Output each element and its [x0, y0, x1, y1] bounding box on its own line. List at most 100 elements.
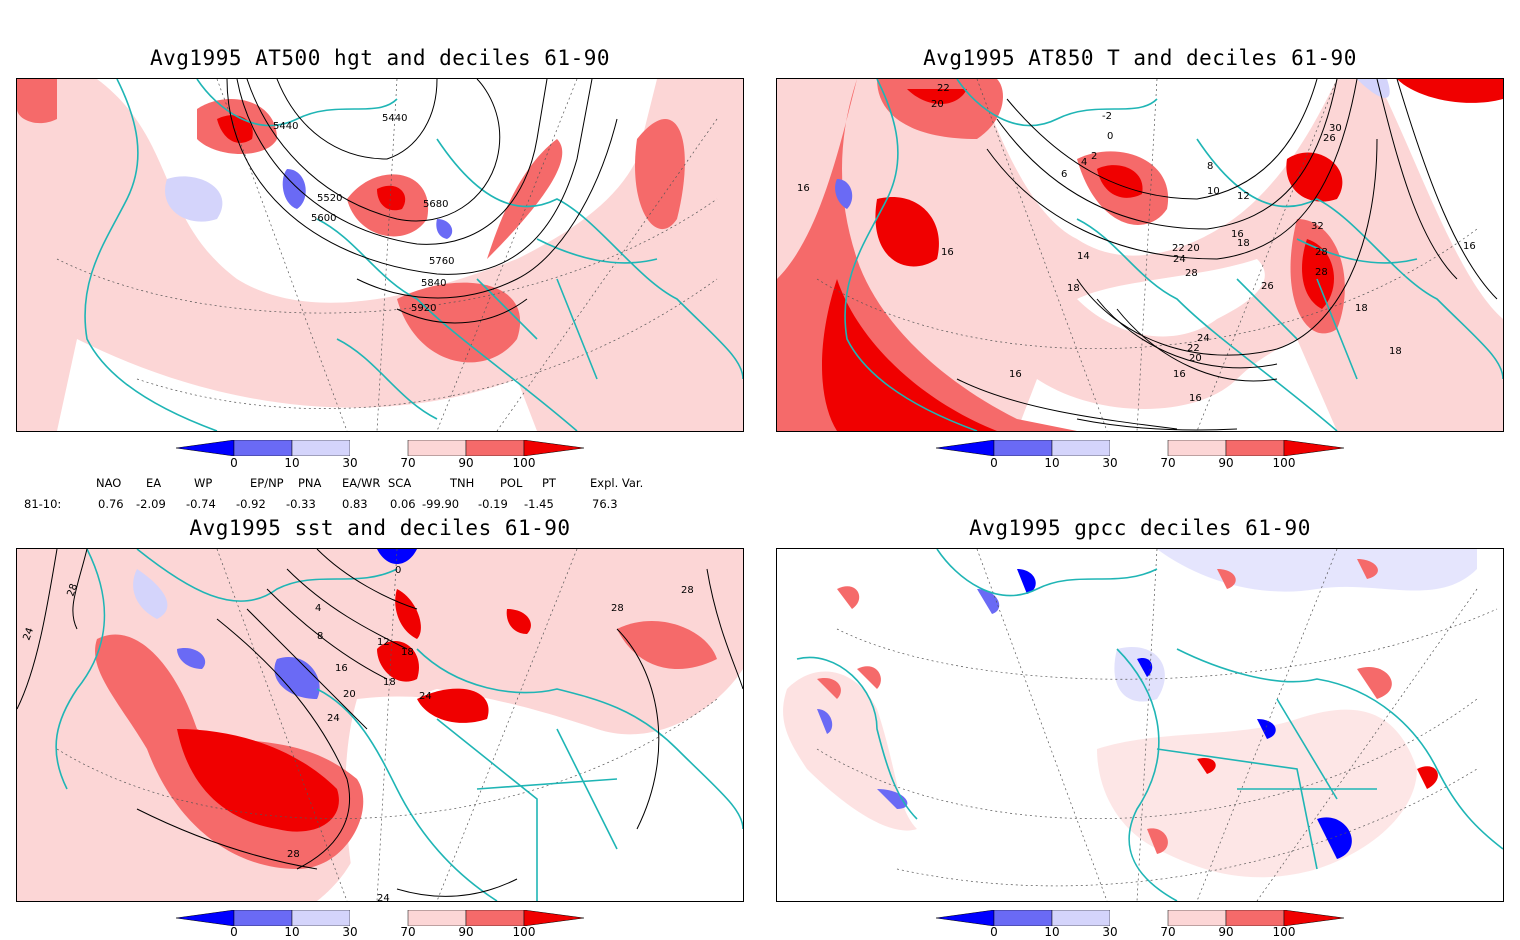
- white-region: [977, 79, 1337, 256]
- colorbar-label: 90: [1218, 925, 1234, 939]
- index-header: EA/WR: [342, 476, 381, 490]
- colorbar-swatch: [1283, 909, 1345, 927]
- index-value: -0.33: [286, 497, 316, 511]
- contour-label: 20: [931, 99, 944, 110]
- panel-title: Avg1995 gpcc deciles 61-90: [969, 516, 1311, 540]
- index-header: EP/NP: [250, 476, 284, 490]
- contour-label: 18: [401, 647, 414, 658]
- colorbar-swatch: [175, 439, 235, 457]
- contour-label: 18: [1067, 283, 1080, 294]
- index-value: 0.06: [390, 497, 416, 511]
- colorbar-swatches: [175, 439, 585, 457]
- colorbar-swatch: [1283, 439, 1345, 457]
- contour-label: 0: [1107, 131, 1113, 142]
- index-header: TNH: [450, 476, 475, 490]
- map-frame: 22 20 -2 0 2 4 6 8 10 12 14 16 16 18 18 …: [776, 78, 1504, 432]
- colorbar-swatch: [1225, 439, 1285, 457]
- colorbar-label: 90: [458, 456, 474, 470]
- blue-anomaly: [835, 179, 853, 209]
- red-anomaly: [877, 79, 1003, 139]
- red-anomaly: [377, 640, 419, 682]
- colorbar-swatch: [233, 909, 293, 927]
- contour-label: 20: [343, 689, 356, 700]
- colorbar-swatch: [407, 909, 467, 927]
- blue-anomaly: [165, 176, 223, 222]
- index-value: -0.19: [478, 497, 508, 511]
- colorbar-label: 100: [1272, 925, 1296, 939]
- colorbar-label: 10: [1044, 456, 1060, 470]
- colorbar-label: 30: [1102, 456, 1118, 470]
- colorbar-label: 10: [284, 456, 300, 470]
- index-value: 76.3: [592, 497, 618, 511]
- height-contours: [226, 79, 618, 324]
- contour-label: 5760: [429, 256, 454, 267]
- index-header: POL: [500, 476, 523, 490]
- colorbar: 0 10 30 70 90 100: [175, 909, 586, 940]
- contour-label: 5440: [273, 121, 298, 132]
- contour-label: 22: [1187, 343, 1200, 354]
- white-region: [345, 696, 638, 901]
- contour-label: 2: [1091, 151, 1097, 162]
- index-header: Expl. Var.: [590, 476, 644, 490]
- red-anomaly: [1286, 152, 1343, 202]
- colorbar-label: 10: [1044, 925, 1060, 939]
- blue-anomaly: [1017, 569, 1036, 594]
- colorbar-swatch: [175, 909, 235, 927]
- colorbar-swatch: [1110, 440, 1168, 456]
- grid-lines: [56, 549, 718, 901]
- contour-label: 16: [797, 183, 810, 194]
- red-anomaly: [1217, 569, 1236, 589]
- red-anomaly: [177, 729, 339, 832]
- contour-label: 6: [1061, 169, 1067, 180]
- blue-anomaly: [436, 219, 453, 239]
- red-anomaly: [506, 609, 531, 634]
- map-frame: 5440 5440 5520 5600 5680 5760 5840 5920: [16, 78, 744, 432]
- colorbar-swatch: [291, 909, 351, 927]
- colorbar-label: 90: [458, 925, 474, 939]
- grid-lines: [816, 549, 1498, 901]
- blue-anomaly: [274, 657, 320, 699]
- colorbar-swatch: [1167, 909, 1227, 927]
- sst-contours: [17, 549, 743, 897]
- grid-lines: [56, 79, 718, 431]
- colorbar-label: 70: [400, 456, 416, 470]
- contour-label: 28: [1185, 268, 1198, 279]
- colorbar-label: 30: [342, 456, 358, 470]
- contour-label: -2: [1102, 111, 1112, 122]
- index-header: NAO: [96, 476, 122, 490]
- index-value: -2.09: [136, 497, 166, 511]
- contour-labels: 22 20 -2 0 2 4 6 8 10 12 14 16 16 18 18 …: [797, 83, 1476, 404]
- index-value: -0.74: [186, 497, 216, 511]
- contour-labels: 28 24 28 28 0 4 8 12 16 20 24 18 24 28 1…: [21, 565, 693, 901]
- temperature-contours: [956, 79, 1498, 431]
- coastlines: [55, 549, 743, 901]
- contour-label: 26: [1323, 133, 1336, 144]
- colorbar-swatch: [465, 439, 525, 457]
- red-anomaly: [907, 89, 967, 104]
- index-value: -1.45: [524, 497, 554, 511]
- colorbar: 0 10 30 70 90 100: [935, 439, 1346, 472]
- contour-label: 24: [327, 713, 340, 724]
- colorbar-swatch: [350, 910, 408, 926]
- contour-label: 28: [1315, 247, 1328, 258]
- red-anomaly: [1417, 766, 1438, 789]
- contour-label: 12: [377, 637, 390, 648]
- index-header: EA: [146, 476, 162, 490]
- contour-label: 12: [1237, 191, 1250, 202]
- coastlines: [84, 79, 743, 431]
- colorbar-label: 0: [230, 456, 238, 470]
- contour-label: 20: [1187, 243, 1200, 254]
- index-header: WP: [194, 476, 213, 490]
- colorbar-label: 70: [1160, 925, 1176, 939]
- index-value: -99.90: [422, 497, 460, 511]
- blue-anomaly: [1137, 658, 1153, 677]
- colorbar-swatch: [935, 909, 995, 927]
- contour-label: 0: [395, 565, 401, 576]
- colorbar-swatches: [175, 909, 585, 927]
- contour-label: 28: [1315, 267, 1328, 278]
- red-anomaly: [417, 688, 489, 723]
- contour-labels: 5440 5440 5520 5600 5680 5760 5840 5920: [273, 113, 454, 314]
- contour-label: 16: [941, 247, 954, 258]
- blue-anomaly: [1317, 817, 1352, 859]
- red-anomaly: [857, 666, 881, 689]
